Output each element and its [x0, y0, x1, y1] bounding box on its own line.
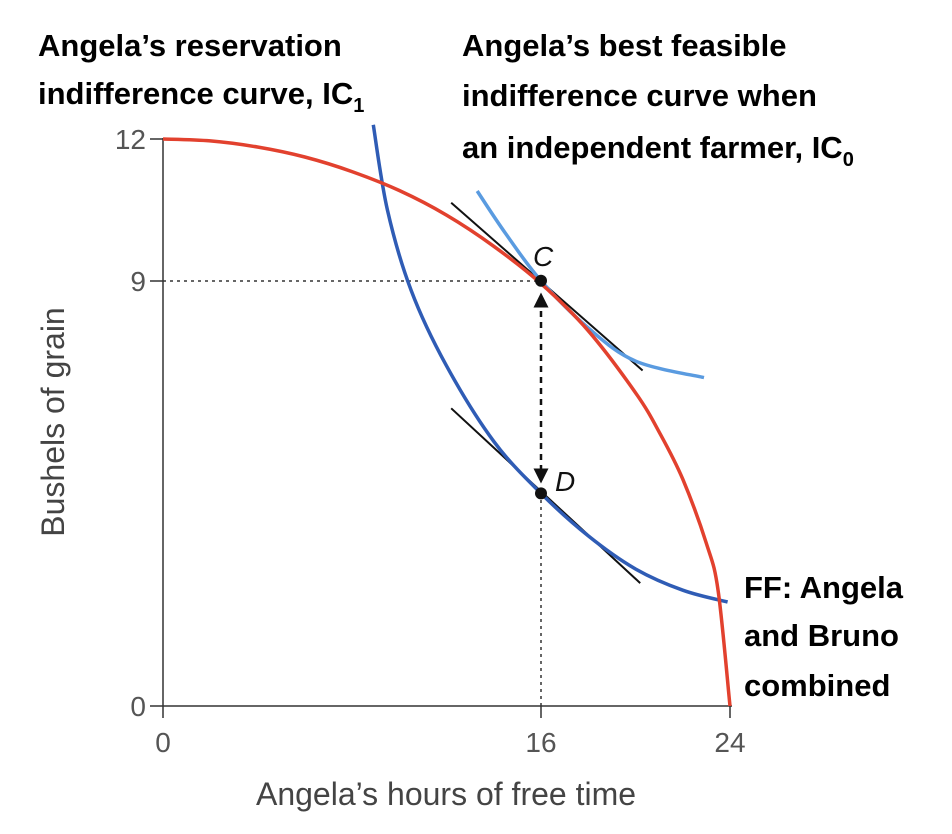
ic1-annotation-line2: indifference curve, IC1: [38, 76, 364, 117]
ff-annotation-line1: FF: Angela: [744, 570, 904, 605]
ic1-annotation-line1: Angela’s reservation: [38, 28, 342, 63]
ff-annotation: FF: Angela and Bruno combined: [744, 570, 904, 703]
ic1-annotation: Angela’s reservation indifference curve,…: [38, 28, 364, 117]
ff-annotation-line2: and Bruno: [744, 618, 899, 653]
x-tick-label-0: 0: [155, 727, 171, 758]
ic0-annotation-line1: Angela’s best feasible: [462, 28, 786, 63]
y-tick-label-12: 12: [115, 124, 146, 155]
x-axis-label: Angela’s hours of free time: [256, 776, 636, 812]
ic0-annotation: Angela’s best feasible indifference curv…: [462, 28, 854, 171]
y-tick-label-0: 0: [130, 691, 146, 722]
ff-curve: [162, 137, 732, 707]
ic1-curve: [371, 124, 729, 604]
ic0-annotation-line2: indifference curve when: [462, 78, 817, 113]
y-tick-label-9: 9: [130, 266, 146, 297]
point-d: [535, 487, 547, 500]
ic0-curve: [475, 190, 705, 380]
point-d-label: D: [555, 466, 575, 497]
ic0-annotation-line3: an independent farmer, IC0: [462, 130, 854, 171]
point-c: [535, 274, 547, 287]
x-tick-label-24: 24: [714, 727, 745, 758]
point-c-label: C: [533, 241, 554, 272]
ff-annotation-line3: combined: [744, 668, 890, 703]
x-tick-label-16: 16: [525, 727, 556, 758]
y-axis-label: Bushels of grain: [35, 307, 71, 536]
